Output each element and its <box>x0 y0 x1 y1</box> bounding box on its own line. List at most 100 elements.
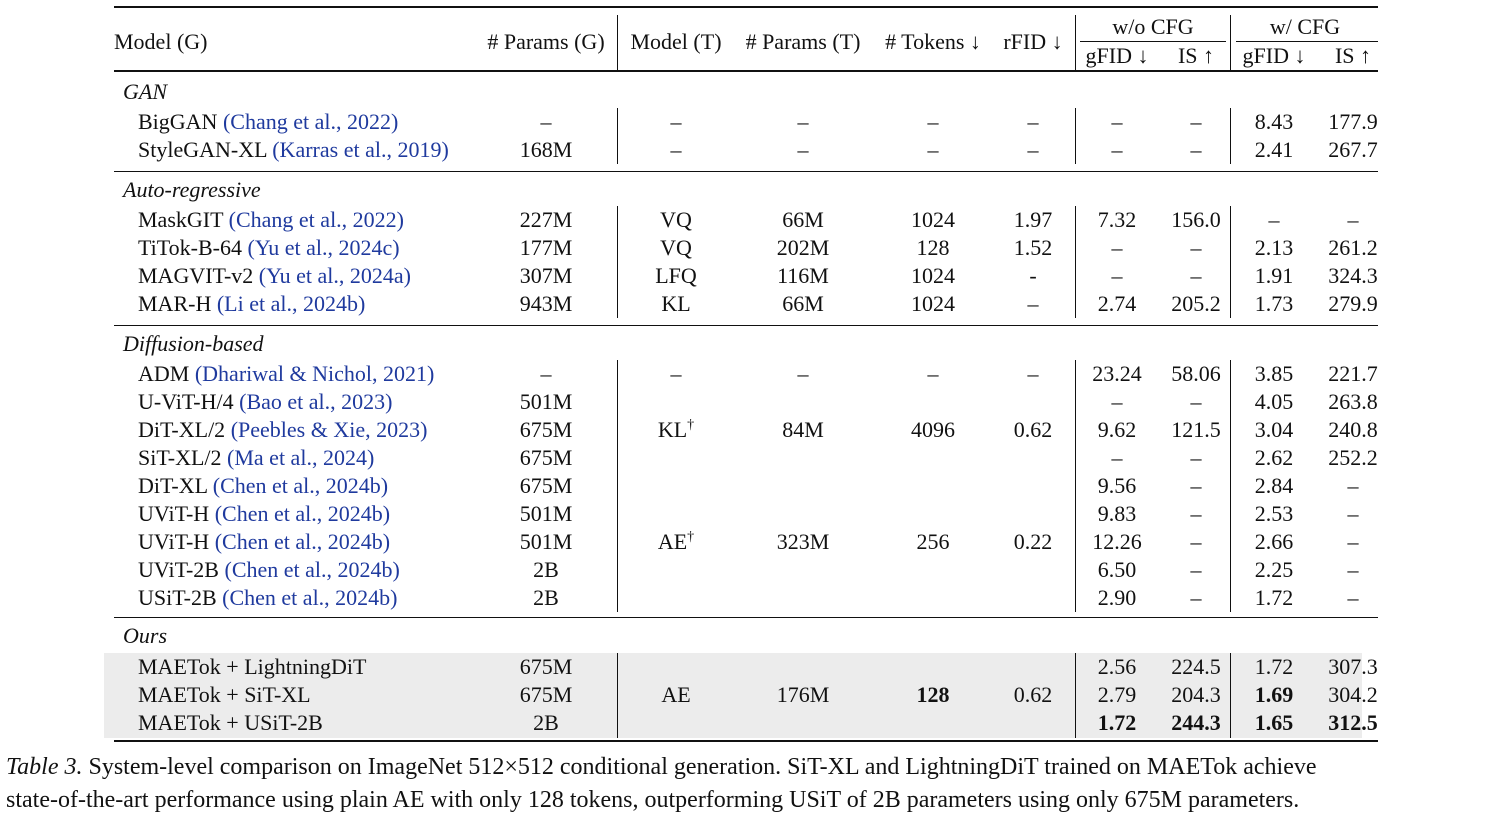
cell-tokens: 1024 <box>911 207 955 232</box>
cell-model-t: KL† <box>657 417 695 442</box>
dagger-mark: † <box>687 417 695 433</box>
cell-params-t: 323M <box>776 529 830 554</box>
model-name: MAETok + SiT-XL <box>138 682 311 707</box>
section-rule <box>114 171 1378 172</box>
cell-params-t: 202M <box>776 235 830 260</box>
model-name-cell: MAETok + SiT-XL <box>138 681 311 709</box>
citation-link[interactable]: (Chen et al., 2024b) <box>224 557 400 582</box>
citation-link[interactable]: (Karras et al., 2019) <box>272 137 449 162</box>
col-divider <box>1075 360 1076 612</box>
cell-params-g: 227M <box>519 207 573 232</box>
cell-params-g: 168M <box>519 137 573 162</box>
cell-w-gfid: 1.91 <box>1254 263 1294 288</box>
cell-model-t: LFQ <box>655 263 697 288</box>
model-name-cell: StyleGAN-XL (Karras et al., 2019) <box>138 136 449 164</box>
cell-params-t: 66M <box>782 291 824 316</box>
header-wo-cfg: w/o CFG <box>1112 14 1194 39</box>
cell-model-t: – <box>670 109 682 134</box>
citation-link[interactable]: (Bao et al., 2023) <box>239 389 393 414</box>
cell-tokens: – <box>927 109 939 134</box>
cell-w-gfid: 2.13 <box>1254 235 1294 260</box>
cell-w-gfid: – <box>1268 207 1280 232</box>
model-name-cell: MaskGIT (Chang et al., 2022) <box>138 206 404 234</box>
cell-w-gfid: 2.84 <box>1254 473 1294 498</box>
cell-model-t: AE† <box>657 529 695 554</box>
cell-model-t: AE <box>661 682 691 707</box>
citation-link[interactable]: (Yu et al., 2024a) <box>258 263 411 288</box>
citation-link[interactable]: (Peebles & Xie, 2023) <box>230 417 428 442</box>
cell-w-gfid: 1.72 <box>1254 585 1294 610</box>
cell-params-t: 66M <box>782 207 824 232</box>
citation-link[interactable]: (Chen et al., 2024b) <box>214 529 391 554</box>
cell-wo-is: – <box>1190 235 1202 260</box>
col-divider <box>617 15 618 71</box>
cell-wo-gfid: 2.74 <box>1097 291 1137 316</box>
cell-wo-is: – <box>1190 389 1202 414</box>
cell-params-g: 501M <box>519 389 573 414</box>
citation-link[interactable]: (Yu et al., 2024c) <box>247 235 400 260</box>
citation-link[interactable]: (Chen et al., 2024b) <box>222 585 398 610</box>
cell-tokens: 128 <box>916 682 950 707</box>
header-params-g: # Params (G) <box>487 29 605 54</box>
cell-w-is: – <box>1347 557 1359 582</box>
cell-w-is: 267.7 <box>1328 137 1378 162</box>
cfg-cmidrule <box>1080 41 1226 42</box>
citation-link[interactable]: (Chen et al., 2024b) <box>212 473 389 498</box>
cell-params-g: 307M <box>519 263 573 288</box>
citation-link[interactable]: (Dhariwal & Nichol, 2021) <box>194 361 435 386</box>
cell-params-t: – <box>797 137 809 162</box>
cell-wo-is: 121.5 <box>1171 417 1221 442</box>
cell-w-gfid: 2.25 <box>1254 557 1294 582</box>
cell-wo-gfid: 9.56 <box>1097 473 1137 498</box>
model-name: MAETok + LightningDiT <box>138 654 367 679</box>
model-name-cell: MAETok + USiT-2B <box>138 709 323 737</box>
cell-rfid: 1.97 <box>1013 207 1053 232</box>
citation-link[interactable]: (Ma et al., 2024) <box>227 445 375 470</box>
citation-link[interactable]: (Li et al., 2024b) <box>216 291 366 316</box>
bottom-rule <box>114 740 1378 742</box>
citation-link[interactable]: (Chang et al., 2022) <box>228 207 405 232</box>
citation-link[interactable]: (Chang et al., 2022) <box>222 109 399 134</box>
ours-highlight <box>104 653 1362 738</box>
header-w-cfg: w/ CFG <box>1269 14 1341 39</box>
cell-model-t: – <box>670 361 682 386</box>
col-divider <box>1075 108 1076 164</box>
model-name-cell: UViT-H (Chen et al., 2024b) <box>138 500 390 528</box>
cell-wo-is: – <box>1190 585 1202 610</box>
cell-params-g: 675M <box>519 654 573 679</box>
cell-model-t: KL <box>661 291 691 316</box>
col-divider <box>1075 206 1076 318</box>
section-title: Auto-regressive <box>123 177 261 202</box>
cell-w-gfid: 2.66 <box>1254 529 1294 554</box>
col-divider <box>1075 653 1076 738</box>
cell-wo-gfid: 1.72 <box>1097 710 1137 735</box>
cell-wo-gfid: 12.26 <box>1092 529 1142 554</box>
cell-wo-gfid: 2.56 <box>1097 654 1137 679</box>
header-w-gfid: gFID ↓ <box>1242 43 1306 68</box>
model-name-cell: UViT-H (Chen et al., 2024b) <box>138 528 390 556</box>
col-divider <box>1230 206 1231 318</box>
cell-tokens: – <box>927 361 939 386</box>
cell-rfid: 0.22 <box>1013 529 1053 554</box>
cell-tokens: 4096 <box>911 417 955 442</box>
cell-w-is: 324.3 <box>1328 263 1378 288</box>
model-name: DiT-XL/2 <box>138 417 226 442</box>
cell-wo-is: 204.3 <box>1171 682 1221 707</box>
model-name-cell: BigGAN (Chang et al., 2022) <box>138 108 398 136</box>
model-name: USiT-2B <box>138 585 217 610</box>
model-name-cell: MAETok + LightningDiT <box>138 653 366 681</box>
cell-wo-gfid: 2.79 <box>1097 682 1137 707</box>
citation-link[interactable]: (Chen et al., 2024b) <box>214 501 391 526</box>
cell-tokens: – <box>927 137 939 162</box>
cell-tokens: 256 <box>916 529 950 554</box>
cell-params-t: 84M <box>782 417 824 442</box>
cell-wo-gfid: – <box>1111 389 1123 414</box>
cell-w-gfid: 1.72 <box>1254 654 1294 679</box>
cell-params-g: 2B <box>533 585 559 610</box>
caption-label: Table 3. <box>6 754 83 780</box>
header-params-t: # Params (T) <box>745 29 861 54</box>
cell-params-g: 943M <box>519 291 573 316</box>
model-name-cell: TiTok-B-64 (Yu et al., 2024c) <box>138 234 400 262</box>
cell-w-gfid: 1.65 <box>1254 710 1294 735</box>
cell-model-t: VQ <box>660 207 692 232</box>
